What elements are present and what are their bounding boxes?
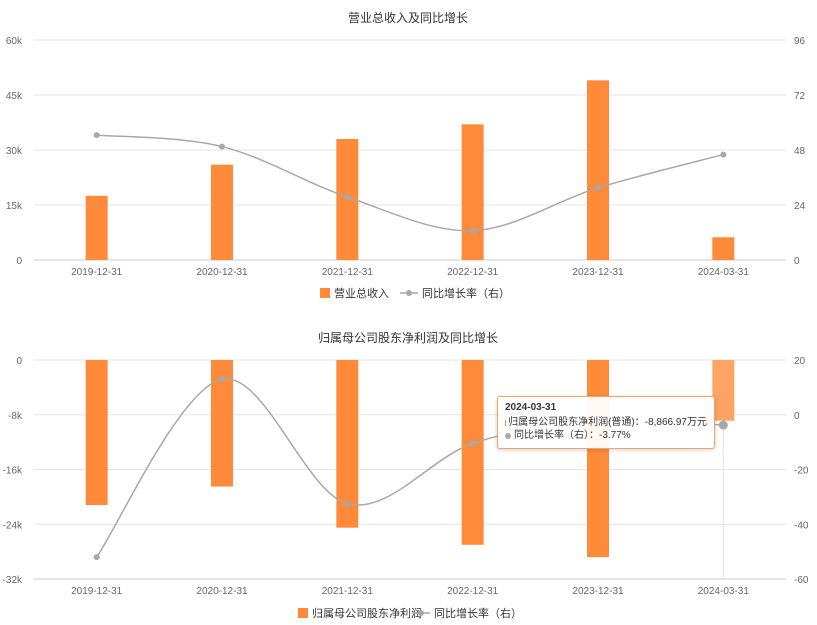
growth-point <box>344 193 351 200</box>
y-tick-right: -40 <box>794 520 809 531</box>
y-tick-left: -32k <box>3 575 23 586</box>
y-tick-left: -16k <box>3 466 23 477</box>
x-tick-label: 2022-12-31 <box>447 267 499 278</box>
chart-revenue: 60k 96 45k 72 30k 48 15k 24 0 0 2019-12-31 2020-12-… <box>6 36 806 300</box>
legend-label-line: 同比增长率（右） <box>422 286 510 300</box>
chart-2-title: 归属母公司股东净利润及同比增长 <box>318 331 498 345</box>
growth-point <box>718 420 728 430</box>
bar <box>461 124 484 260</box>
y-tick-right: 24 <box>794 201 806 212</box>
x-tick-label: 2023-12-31 <box>572 586 624 597</box>
tooltip-dot-growth <box>505 432 511 439</box>
chart-1-title: 营业总收入及同比增长 <box>348 11 468 25</box>
bar <box>712 360 735 421</box>
growth-point <box>469 440 476 447</box>
x-tick-label: 2024-03-31 <box>698 586 750 597</box>
legend-swatch-marker <box>406 290 412 296</box>
y-tick-right: 20 <box>794 356 806 367</box>
growth-point <box>469 227 476 234</box>
bar <box>85 360 108 506</box>
bar <box>712 237 735 260</box>
legend-swatch-marker <box>418 610 424 616</box>
x-tick-label: 2019-12-31 <box>71 267 123 278</box>
y-tick-left: 60k <box>6 36 23 47</box>
y-tick-left: -24k <box>3 520 23 531</box>
tooltip-text-profit: 归属母公司股东净利润(普通)：-8,866.97万元 <box>508 417 707 428</box>
legend-label-bar: 归属母公司股东净利润 <box>312 606 422 620</box>
tooltip-text-growth: 同比增长率（右）：-3.77% <box>514 430 631 441</box>
y-tick-right: 0 <box>794 256 800 267</box>
growth-point <box>344 500 351 507</box>
bar <box>85 195 108 260</box>
y-tick-right: 72 <box>794 91 806 102</box>
tooltip: 2024-03-31 归属母公司股东净利润(普通)：-8,866.97万元 同比… <box>497 396 715 449</box>
x-tick-label: 2022-12-31 <box>447 586 499 597</box>
y-tick-left: -8k <box>8 411 23 422</box>
x-tick-label: 2019-12-31 <box>71 586 123 597</box>
growth-point <box>219 143 225 150</box>
bar <box>587 360 609 558</box>
y-tick-right: -20 <box>794 466 809 477</box>
growth-point <box>93 132 100 139</box>
bar <box>211 164 233 260</box>
legend-swatch-bar <box>320 288 330 298</box>
y-tick-left: 30k <box>6 146 23 157</box>
legend-label-bar: 营业总收入 <box>334 286 389 300</box>
legend-swatch-bar <box>298 608 308 618</box>
y-tick-left: 0 <box>16 356 22 367</box>
growth-line <box>96 134 724 232</box>
tooltip-title: 2024-03-31 <box>505 402 557 413</box>
growth-point <box>720 151 727 158</box>
bar <box>587 80 609 260</box>
y-tick-right: 48 <box>794 146 806 157</box>
tooltip-row-growth: 同比增长率（右）：-3.77% <box>505 429 707 442</box>
x-tick-label: 2024-03-31 <box>698 267 750 278</box>
x-tick-label: 2023-12-31 <box>572 267 624 278</box>
x-tick-label: 2020-12-31 <box>196 586 248 597</box>
tooltip-row-profit: 归属母公司股东净利润(普通)：-8,866.97万元 <box>505 416 707 429</box>
growth-point <box>595 184 601 191</box>
growth-point <box>93 554 100 561</box>
growth-point <box>219 376 225 383</box>
y-tick-left: 45k <box>6 91 23 102</box>
y-tick-right: -60 <box>794 575 809 586</box>
x-tick-label: 2021-12-31 <box>322 267 374 278</box>
x-tick-label: 2021-12-31 <box>322 586 374 597</box>
y-tick-left: 0 <box>16 256 22 267</box>
legend-label-line: 同比增长率（右） <box>434 606 522 620</box>
y-tick-right: 0 <box>794 411 800 422</box>
y-tick-right: 96 <box>794 36 806 47</box>
bar <box>336 360 359 528</box>
y-tick-left: 15k <box>6 201 23 212</box>
bar <box>461 360 484 545</box>
x-tick-label: 2020-12-31 <box>196 267 248 278</box>
bar <box>211 360 233 487</box>
